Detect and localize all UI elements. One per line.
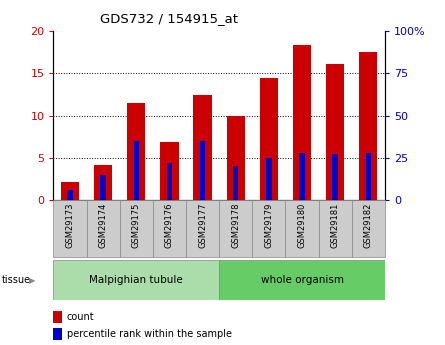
Bar bbox=[319, 200, 352, 257]
Bar bbox=[233, 166, 239, 200]
Text: whole organism: whole organism bbox=[260, 275, 344, 285]
Text: GDS732 / 154915_at: GDS732 / 154915_at bbox=[101, 12, 239, 25]
Bar bbox=[120, 200, 153, 257]
Bar bbox=[134, 141, 139, 200]
Bar bbox=[53, 310, 62, 323]
Bar bbox=[53, 200, 86, 257]
Text: GSM29180: GSM29180 bbox=[298, 203, 307, 248]
Text: GSM29173: GSM29173 bbox=[65, 203, 74, 248]
Text: GSM29182: GSM29182 bbox=[364, 203, 373, 248]
Bar bbox=[252, 200, 286, 257]
Bar bbox=[352, 200, 385, 257]
Bar bbox=[266, 158, 271, 200]
Bar bbox=[167, 163, 172, 200]
Bar bbox=[332, 155, 338, 200]
Bar bbox=[160, 142, 178, 200]
Bar bbox=[293, 46, 311, 200]
Bar bbox=[53, 260, 219, 300]
Bar bbox=[101, 175, 106, 200]
Text: GSM29181: GSM29181 bbox=[331, 203, 340, 248]
Text: GSM29179: GSM29179 bbox=[264, 203, 273, 248]
Bar bbox=[94, 166, 112, 200]
Bar bbox=[194, 95, 212, 200]
Text: GSM29177: GSM29177 bbox=[198, 203, 207, 248]
Bar bbox=[359, 52, 377, 200]
Bar bbox=[326, 64, 344, 200]
Bar bbox=[67, 190, 73, 200]
Bar bbox=[86, 200, 120, 257]
Text: percentile rank within the sample: percentile rank within the sample bbox=[67, 329, 232, 339]
Bar bbox=[286, 200, 319, 257]
Text: tissue: tissue bbox=[2, 275, 31, 285]
Bar bbox=[260, 78, 278, 200]
Text: ▶: ▶ bbox=[29, 276, 35, 285]
Text: GSM29178: GSM29178 bbox=[231, 203, 240, 248]
Bar bbox=[153, 200, 186, 257]
Bar bbox=[219, 260, 385, 300]
Bar bbox=[227, 116, 245, 200]
Bar bbox=[61, 181, 79, 200]
Bar bbox=[299, 153, 305, 200]
Bar bbox=[200, 141, 205, 200]
Text: GSM29176: GSM29176 bbox=[165, 203, 174, 248]
Bar bbox=[127, 103, 146, 200]
Bar bbox=[186, 200, 219, 257]
Text: GSM29174: GSM29174 bbox=[99, 203, 108, 248]
Bar bbox=[219, 200, 252, 257]
Bar bbox=[53, 328, 62, 340]
Bar bbox=[366, 153, 371, 200]
Text: Malpighian tubule: Malpighian tubule bbox=[89, 275, 183, 285]
Text: GSM29175: GSM29175 bbox=[132, 203, 141, 248]
Text: count: count bbox=[67, 312, 94, 322]
